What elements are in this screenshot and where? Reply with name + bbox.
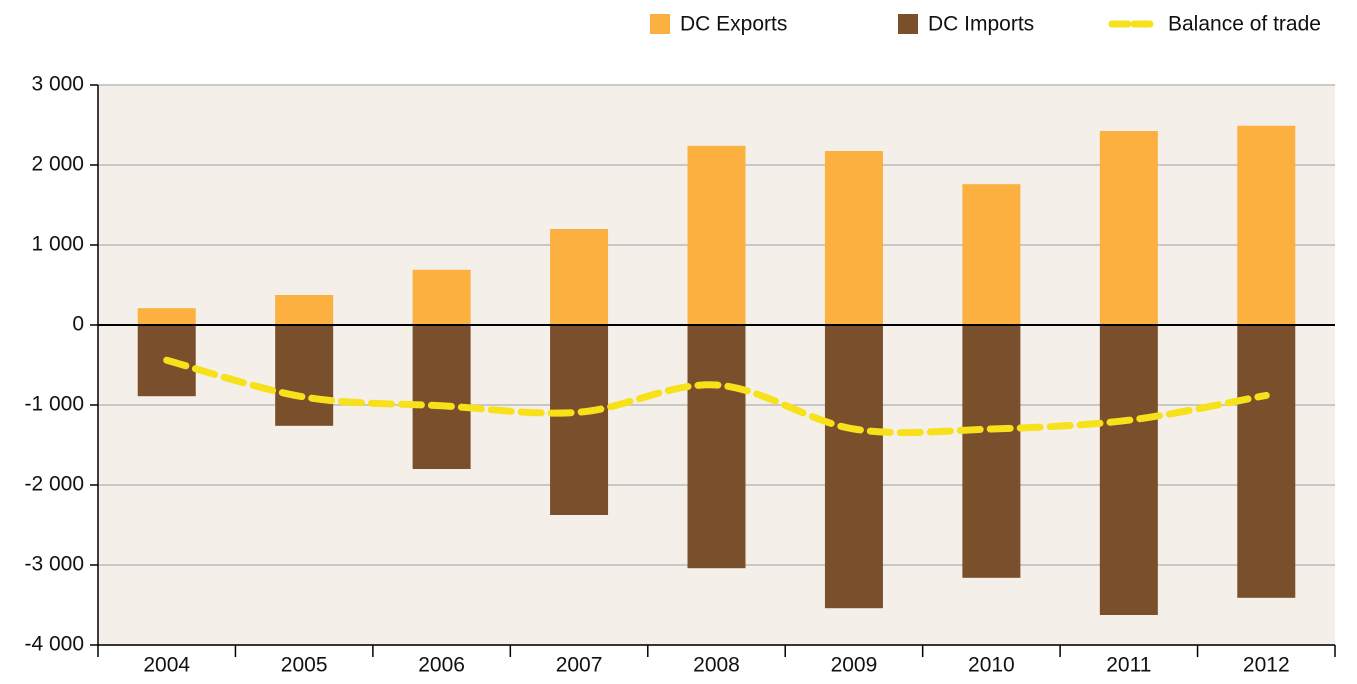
y-tick-label: 0 bbox=[72, 313, 84, 336]
bar bbox=[962, 184, 1021, 325]
y-tick-label: 2 000 bbox=[31, 153, 84, 176]
bar bbox=[275, 325, 334, 426]
bar bbox=[1099, 325, 1158, 615]
bar bbox=[1237, 325, 1296, 598]
x-tick-label: 2009 bbox=[831, 654, 878, 677]
y-tick-label: -4 000 bbox=[24, 633, 84, 656]
x-tick-label: 2005 bbox=[281, 654, 328, 677]
x-tick-label: 2010 bbox=[968, 654, 1015, 677]
bar bbox=[962, 325, 1021, 578]
x-tick-label: 2008 bbox=[693, 654, 740, 677]
bar bbox=[824, 325, 883, 609]
bar bbox=[550, 229, 609, 325]
legend-swatch bbox=[650, 14, 670, 34]
bar bbox=[824, 151, 883, 325]
x-tick-label: 2011 bbox=[1106, 654, 1151, 677]
bar bbox=[687, 325, 746, 569]
bar bbox=[412, 325, 471, 469]
bar bbox=[412, 269, 471, 325]
bar bbox=[1099, 131, 1158, 325]
legend-swatch bbox=[898, 14, 918, 34]
y-tick-label: -2 000 bbox=[24, 473, 84, 496]
bar bbox=[1237, 125, 1296, 325]
x-tick-label: 2007 bbox=[556, 654, 603, 677]
legend-label: DC Imports bbox=[928, 13, 1034, 36]
x-tick-label: 2006 bbox=[418, 654, 465, 677]
bar bbox=[550, 325, 609, 515]
bar bbox=[137, 308, 196, 325]
y-tick-label: -3 000 bbox=[24, 553, 84, 576]
x-tick-label: 2004 bbox=[143, 654, 190, 677]
legend-label: Balance of trade bbox=[1168, 13, 1321, 36]
x-tick-label: 2012 bbox=[1243, 654, 1290, 677]
y-tick-label: 1 000 bbox=[31, 233, 84, 256]
bar bbox=[275, 295, 334, 325]
balance-line bbox=[163, 356, 1270, 437]
y-tick-label: 3 000 bbox=[31, 73, 84, 96]
legend-label: DC Exports bbox=[680, 13, 787, 36]
bar bbox=[687, 145, 746, 325]
y-tick-label: -1 000 bbox=[24, 393, 84, 416]
